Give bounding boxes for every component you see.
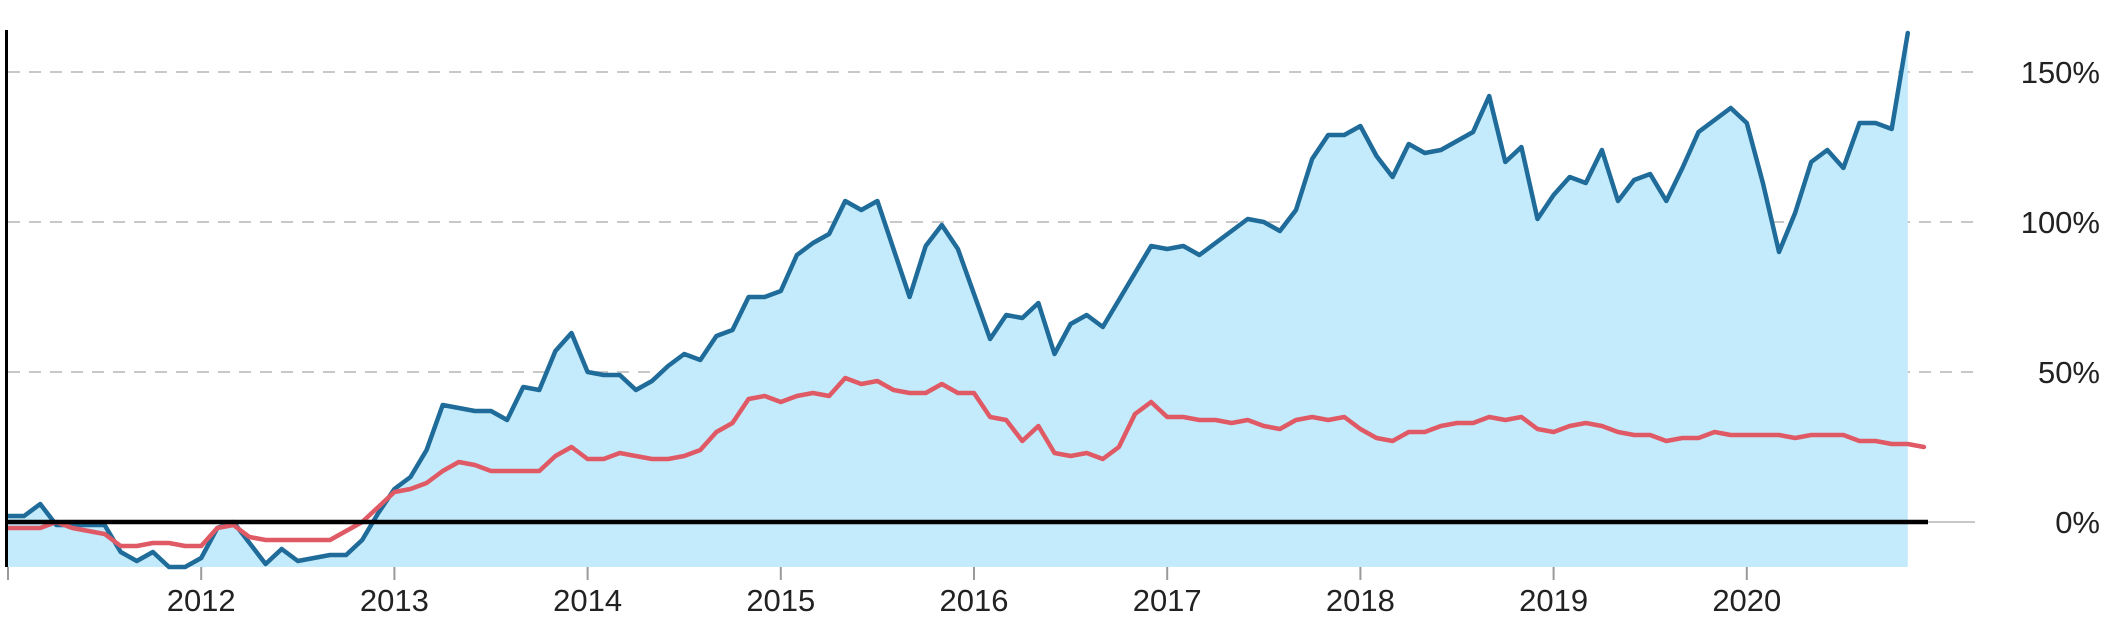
y-tick-label: 100%	[2021, 205, 2100, 240]
series-2-line	[5, 375, 1927, 549]
x-tick-label: 2015	[746, 583, 815, 618]
y-tick-label: 50%	[2038, 355, 2100, 390]
tick-labels: 0% 50% 100% 150% 2012 2013 2014 2015 2016 2017 201…	[167, 55, 2100, 618]
series-1-area	[8, 33, 1908, 567]
x-tick-label: 2014	[553, 583, 622, 618]
y-tick-label: 0%	[2055, 505, 2100, 540]
x-tick-label: 2018	[1326, 583, 1395, 618]
axes	[5, 30, 1928, 580]
x-tick-label: 2013	[360, 583, 429, 618]
series-lines	[5, 30, 1927, 570]
x-tick-label: 2019	[1519, 583, 1588, 618]
x-tick-label: 2020	[1712, 583, 1781, 618]
area-fill	[8, 33, 1908, 567]
series-1-line	[5, 30, 1911, 570]
y-tick-label: 150%	[2021, 55, 2100, 90]
x-tick-label: 2012	[167, 583, 236, 618]
x-tick-label: 2017	[1133, 583, 1202, 618]
x-tick-label: 2016	[940, 583, 1009, 618]
